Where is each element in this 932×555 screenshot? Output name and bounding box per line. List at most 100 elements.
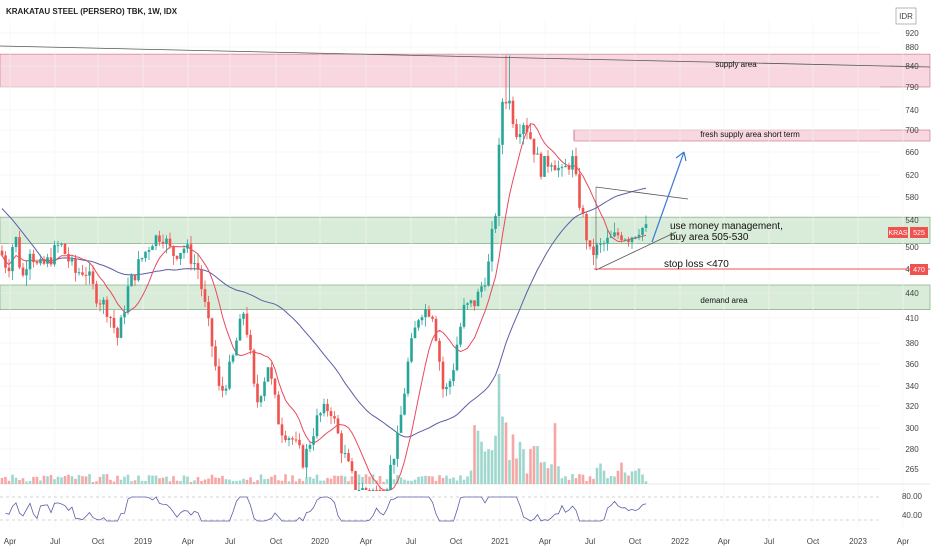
time-tick-label: Apr: [897, 537, 910, 546]
volume-bar: [53, 479, 56, 484]
volume-bar: [56, 476, 60, 484]
volume-bar: [399, 477, 403, 484]
candle-body: [277, 394, 280, 425]
candle-body: [109, 316, 112, 318]
volume-bar: [70, 476, 74, 484]
candle-body: [389, 464, 392, 490]
volume-bar: [266, 478, 270, 484]
candle-body: [567, 166, 571, 170]
volume-bar: [511, 434, 515, 484]
price-tick-label: 265: [905, 465, 919, 474]
candle-body: [308, 444, 312, 449]
candle-body: [280, 424, 284, 436]
volume-bar: [119, 479, 123, 484]
volume-bar: [417, 476, 420, 484]
volume-bar: [438, 475, 441, 484]
price-tick-label: 300: [905, 424, 919, 433]
candle-body: [28, 253, 32, 270]
volume-bar: [347, 481, 350, 484]
volume-bar: [81, 476, 84, 484]
candle-body: [70, 259, 74, 262]
volume-bar: [63, 475, 67, 484]
candle-body: [56, 244, 60, 246]
candle-body: [74, 259, 77, 273]
volume-bar: [28, 481, 32, 484]
volume-bar: [319, 480, 322, 484]
price-tick-label: 320: [905, 402, 919, 411]
candle-body: [564, 166, 567, 168]
volume-bar: [469, 470, 473, 484]
candle-body: [221, 385, 224, 391]
candle-body: [595, 244, 599, 256]
candle-body: [200, 269, 203, 290]
candle-layer: [0, 55, 648, 491]
volume-bar: [256, 480, 259, 484]
volume-bar: [291, 475, 294, 484]
candle-body: [560, 167, 564, 169]
time-tick-label: Apr: [718, 537, 731, 546]
candle-body: [634, 236, 637, 238]
volume-bar: [539, 462, 543, 484]
time-tick-label: Oct: [270, 537, 283, 546]
candle-body: [406, 361, 410, 394]
volume-bar: [378, 475, 382, 484]
price-tick-label: 410: [905, 314, 919, 323]
volume-bar: [546, 468, 550, 484]
candle-body: [319, 413, 322, 416]
candle-body: [186, 244, 189, 249]
candle-body: [133, 274, 137, 281]
volume-bar: [242, 478, 245, 484]
candle-body: [175, 255, 179, 259]
volume-bar: [221, 475, 224, 484]
candle-body: [322, 403, 326, 414]
candle-body: [480, 286, 483, 292]
candle-body: [203, 289, 207, 302]
volume-bar: [284, 474, 287, 484]
annotation-stop-loss: stop loss <470: [664, 259, 729, 270]
candle-body: [0, 250, 4, 256]
volume-bar: [130, 481, 133, 484]
time-tick-label: Jul: [225, 537, 235, 546]
candle-body: [179, 253, 182, 259]
volume-bar: [480, 441, 483, 484]
candle-body: [466, 303, 469, 305]
time-tick-label: Oct: [92, 537, 105, 546]
volume-bar: [571, 474, 574, 484]
candle-body: [350, 461, 354, 472]
volume-bar: [249, 477, 252, 484]
candle-body: [336, 418, 340, 434]
volume-bar: [105, 474, 109, 484]
volume-bar: [273, 475, 277, 484]
candle-body: [532, 138, 536, 155]
volume-bar: [487, 449, 490, 484]
candle-body: [102, 299, 105, 305]
candle-body: [525, 125, 529, 133]
chart-title: KRAKATAU STEEL (PERSERO) TBK, 1W, IDX: [6, 7, 178, 16]
candle-body: [11, 247, 14, 272]
candle-body: [18, 237, 21, 268]
time-tick-label: Oct: [629, 537, 642, 546]
candle-body: [95, 283, 98, 304]
candle-body: [137, 259, 140, 281]
volume-bar: [154, 475, 158, 484]
candle-body: [644, 224, 648, 228]
volume-bar: [420, 476, 424, 484]
candle-body: [207, 301, 210, 319]
price-tick-label: 740: [905, 106, 919, 115]
triangle-lower-line: [595, 231, 677, 271]
volume-bar: [574, 478, 578, 484]
candle-body: [364, 488, 368, 490]
volume-bar: [112, 481, 116, 484]
time-tick-label: 2023: [849, 537, 867, 546]
volume-bar: [207, 478, 210, 484]
candle-body: [571, 156, 574, 170]
candle-body: [431, 316, 434, 319]
currency-badge[interactable]: [895, 7, 917, 25]
candle-body: [249, 334, 252, 351]
candle-body: [508, 100, 511, 104]
candle-body: [4, 255, 7, 268]
candle-body: [522, 125, 525, 134]
volume-bar: [445, 475, 448, 484]
